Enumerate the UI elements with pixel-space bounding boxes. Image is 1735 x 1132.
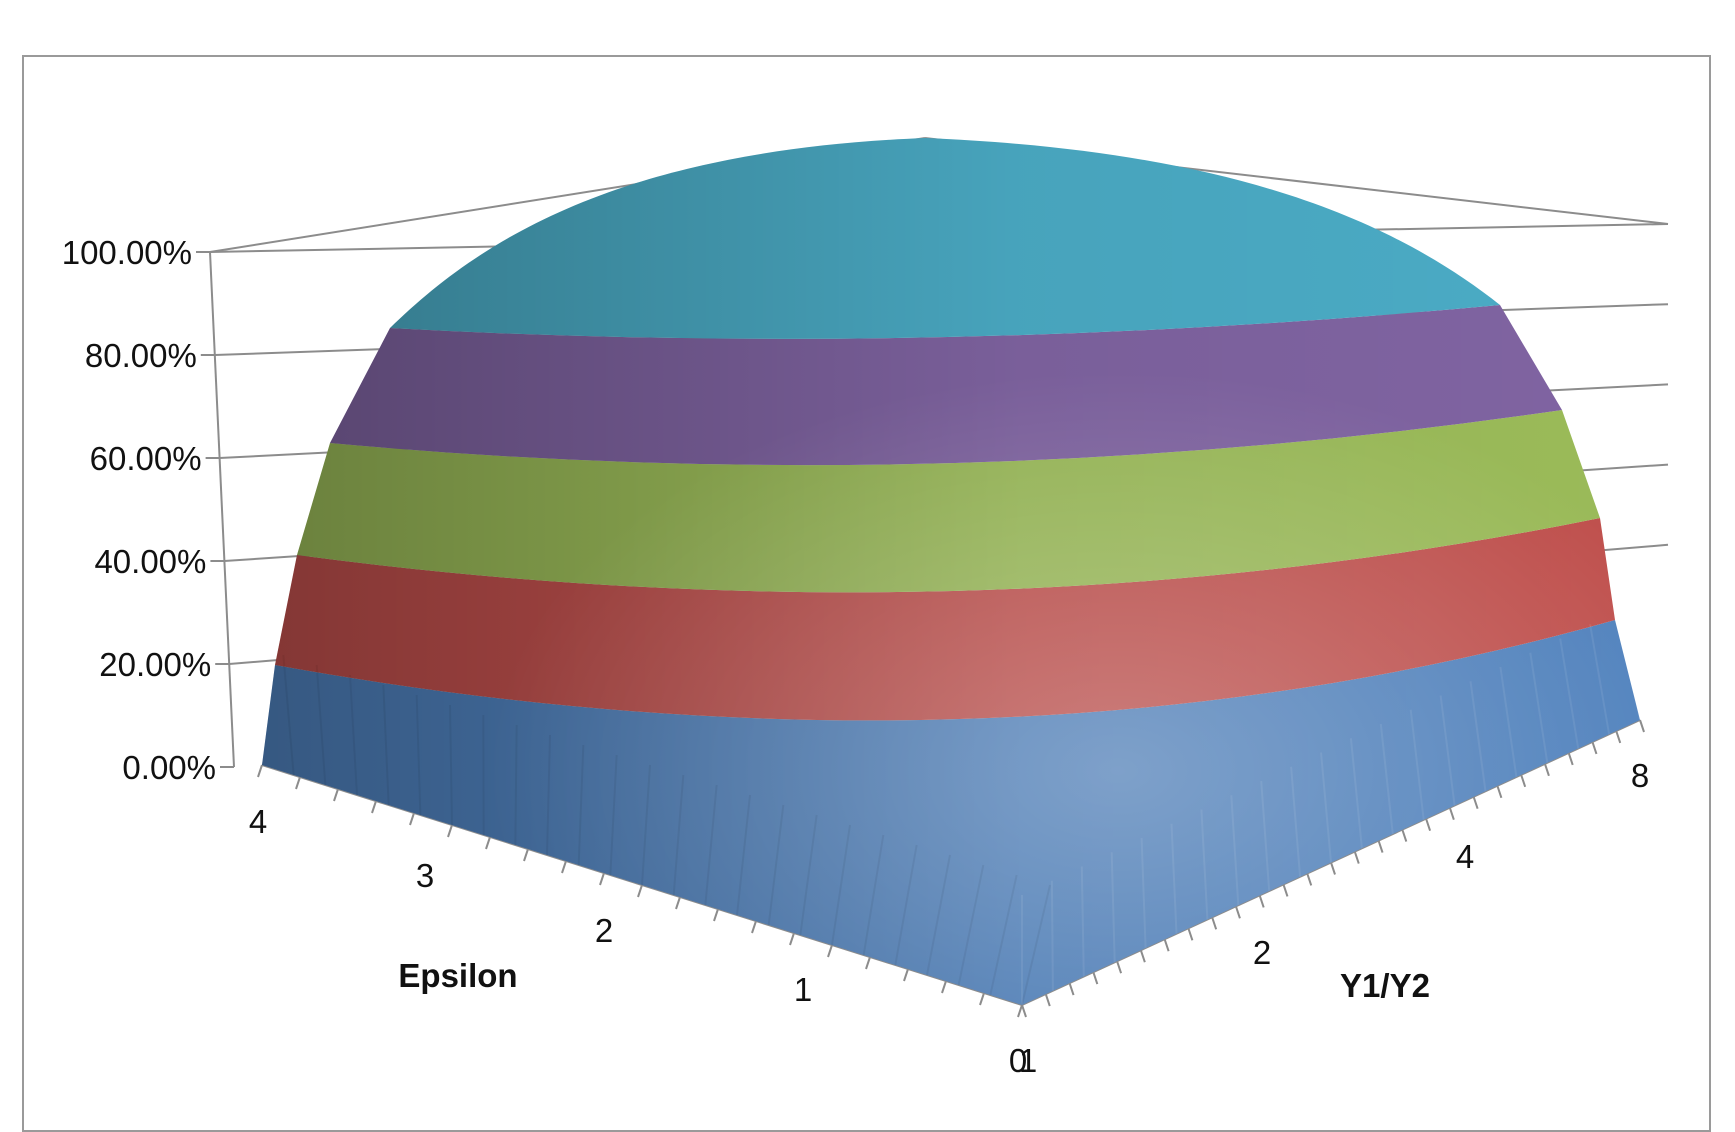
epsilon-tick-mark — [486, 837, 490, 849]
y1y2-tick-mark — [1616, 731, 1620, 743]
epsilon-tick-label: 3 — [416, 857, 434, 894]
y1y2-tick-mark — [1497, 786, 1501, 798]
z-axis-line — [210, 252, 234, 767]
z-tick-label: 100.00% — [62, 234, 192, 271]
surface-facet-line — [1052, 881, 1053, 991]
epsilon-tick-mark — [410, 813, 414, 825]
y1y2-tick-mark — [1046, 994, 1050, 1006]
epsilon-tick-mark — [296, 777, 300, 789]
surface-facet-line — [515, 725, 516, 845]
y1y2-tick-label: 2 — [1253, 934, 1271, 971]
surface-shading — [250, 130, 1650, 1020]
y1y2-tick-label: 4 — [1456, 838, 1474, 875]
z-tick-label: 60.00% — [90, 440, 202, 477]
epsilon-tick-mark — [258, 765, 262, 777]
y1y2-tick-mark — [1426, 819, 1430, 831]
epsilon-tick-mark — [942, 981, 946, 993]
epsilon-axis-title: Epsilon — [398, 957, 517, 994]
epsilon-tick-mark — [714, 909, 718, 921]
epsilon-tick-mark — [904, 969, 908, 981]
epsilon-tick-mark — [828, 945, 832, 957]
epsilon-tick-mark — [980, 993, 984, 1005]
surface — [250, 130, 1650, 1020]
epsilon-tick-mark — [1018, 1005, 1022, 1017]
y1y2-tick-mark — [1379, 841, 1383, 853]
y1y2-tick-mark — [1402, 830, 1406, 842]
epsilon-tick-mark — [524, 849, 528, 861]
epsilon-tick-mark — [372, 801, 376, 813]
epsilon-tick-mark — [790, 933, 794, 945]
y1y2-tick-mark — [1331, 863, 1335, 875]
y1y2-tick-mark — [1450, 808, 1454, 820]
y1y2-tick-mark — [1569, 753, 1573, 765]
y1y2-tick-mark — [1022, 1005, 1026, 1017]
epsilon-tick-mark — [638, 885, 642, 897]
y1y2-tick-mark — [1212, 917, 1216, 929]
y1y2-tick-mark — [1545, 764, 1549, 776]
y1y2-tick-label: 1 — [1019, 1042, 1037, 1079]
y1y2-tick-mark — [1521, 775, 1525, 787]
y1y2-tick-mark — [1307, 873, 1311, 885]
y1y2-tick-mark — [1474, 797, 1478, 809]
z-tick-label: 20.00% — [99, 646, 211, 683]
z-tick-label: 80.00% — [85, 337, 197, 374]
z-tick-label: 0.00% — [122, 749, 216, 786]
epsilon-tick-label: 1 — [794, 971, 812, 1008]
y1y2-tick-mark — [1260, 895, 1264, 907]
y1y2-tick-label: 8 — [1631, 757, 1649, 794]
y1y2-tick-mark — [1592, 742, 1596, 754]
epsilon-tick-mark — [866, 957, 870, 969]
epsilon-tick-mark — [334, 789, 338, 801]
y1y2-tick-mark — [1165, 939, 1169, 951]
epsilon-tick-mark — [562, 861, 566, 873]
y1y2-tick-mark — [1093, 972, 1097, 984]
y1y2-tick-mark — [1355, 852, 1359, 864]
epsilon-tick-mark — [676, 897, 680, 909]
y1y2-tick-mark — [1141, 950, 1145, 962]
y1y2-axis-title: Y1/Y2 — [1340, 967, 1430, 1004]
y1y2-tick-mark — [1117, 961, 1121, 973]
y1y2-tick-mark — [1070, 983, 1074, 995]
y1y2-tick-mark — [1188, 928, 1192, 940]
z-tick-label: 40.00% — [94, 543, 206, 580]
epsilon-tick-mark — [600, 873, 604, 885]
y1y2-tick-mark — [1640, 720, 1644, 732]
y1y2-tick-mark — [1283, 884, 1287, 896]
epsilon-tick-label: 4 — [249, 803, 267, 840]
epsilon-tick-mark — [448, 825, 452, 837]
epsilon-tick-mark — [752, 921, 756, 933]
surface-highlight — [250, 130, 1650, 1020]
epsilon-tick-label: 2 — [595, 912, 613, 949]
y1y2-tick-mark — [1236, 906, 1240, 918]
